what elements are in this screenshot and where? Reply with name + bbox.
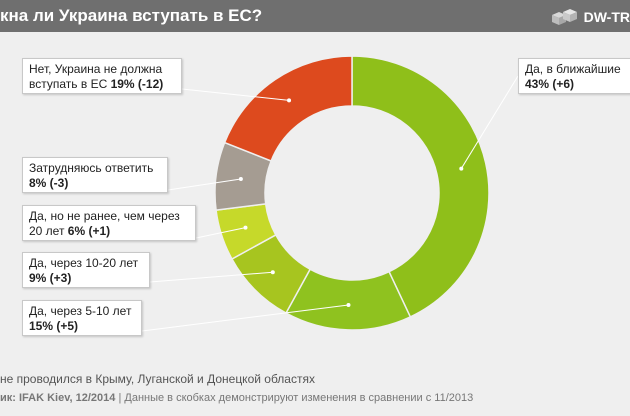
label-eu-after-20: Да, но не ранее, чем через 20 лет 6% (+1…: [22, 205, 196, 241]
leader-dot: [238, 176, 243, 181]
label-eu-5-10: Да, через 5-10 лет 15% (+5): [22, 300, 142, 336]
leader-line: [181, 88, 290, 101]
label-no: Нет, Украина не должна вступать в ЕС 19%…: [22, 58, 182, 94]
slice-no: [223, 55, 353, 162]
label-text: Да, через 5-10 лет: [29, 304, 132, 318]
label-eu-10-20: Да, через 10-20 лет 9% (+3): [22, 252, 150, 288]
chart-title: кна ли Украина вступать в ЕС?: [0, 6, 263, 25]
label-value: 6% (+1): [67, 224, 111, 238]
label-value: 15% (+5): [29, 319, 79, 333]
leader-dot: [346, 302, 351, 307]
label-text: Да, но не ранее, чем через: [29, 209, 180, 223]
label-value: 19% (-12): [110, 77, 164, 91]
source-text: | Данные в скобках демонстрируют изменен…: [115, 392, 474, 404]
leader-line: [195, 227, 246, 239]
leader-dot: [287, 98, 292, 103]
label-value: 8% (-3): [29, 176, 69, 190]
dw-logo-icon: [551, 9, 577, 25]
label-text: Затрудняюсь ответить: [29, 161, 154, 175]
leader-line: [460, 75, 519, 169]
leader-line: [149, 271, 273, 283]
leader-dot: [270, 270, 275, 275]
slice-eu-soon: [351, 55, 490, 318]
leader-dot: [243, 225, 248, 230]
label-prefix: 20 лет: [29, 224, 68, 238]
leader-line: [167, 178, 241, 191]
footnote: не проводился в Крыму, Луганской и Донец…: [0, 372, 315, 386]
label-value: 9% (+3): [29, 271, 72, 285]
label-eu-soon: Да, в ближайшие 43% (+6): [518, 58, 630, 94]
source-line: ик: IFAK Kiev, 12/2014 | Данные в скобка…: [0, 392, 473, 404]
label-text: Да, в ближайшие: [525, 62, 621, 76]
donut-chart: [141, 55, 519, 332]
source-label: ик: IFAK Kiev, 12/2014: [0, 392, 116, 404]
label-text: Нет, Украина не должна: [29, 62, 163, 76]
header-bar: кна ли Украина вступать в ЕС? DW-TR: [0, 0, 630, 32]
label-undecided: Затрудняюсь ответить 8% (-3): [22, 157, 168, 193]
brand-name: DW-TR: [583, 9, 630, 25]
leader-dot: [459, 166, 464, 171]
brand: DW-TR: [550, 6, 630, 28]
label-text: Да, через 10-20 лет: [29, 256, 139, 270]
label-value: 43% (+6): [525, 77, 575, 91]
leader-line: [141, 304, 349, 332]
label-prefix: вступать в ЕС: [29, 77, 111, 91]
